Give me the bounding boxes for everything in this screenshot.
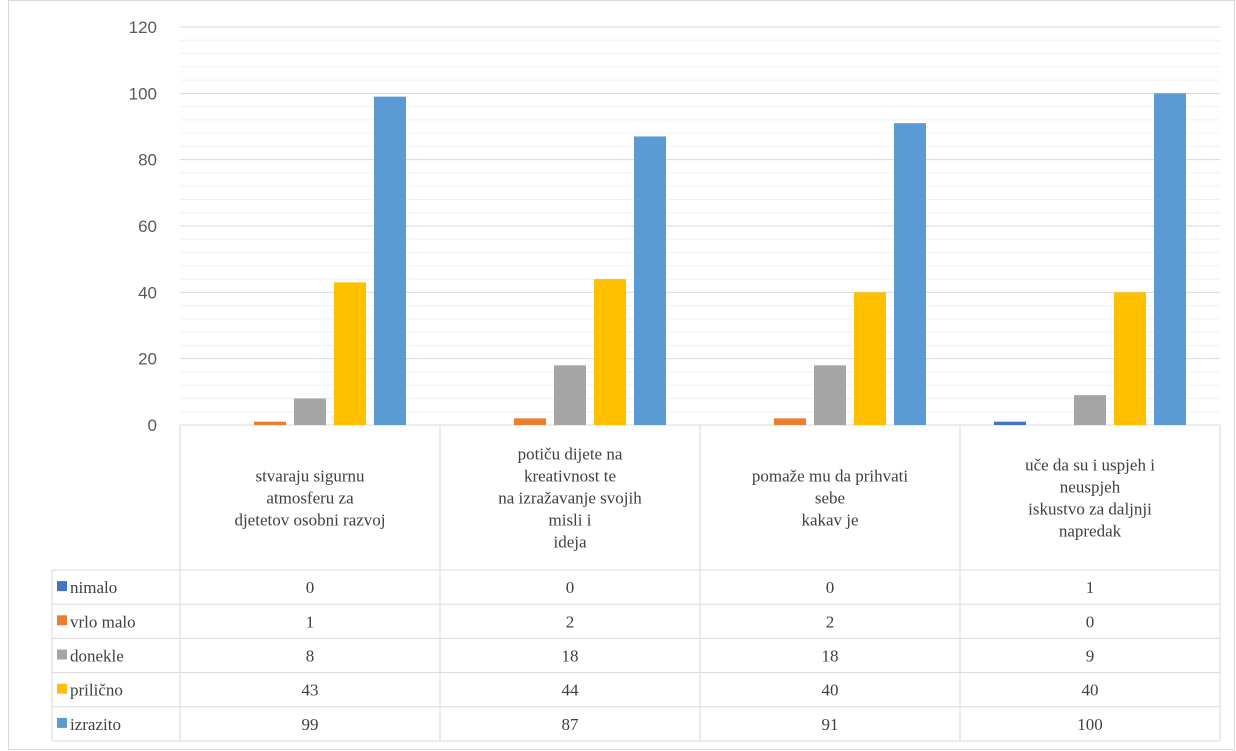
legend-key-nimalo (57, 581, 67, 592)
data-table-cell: 1 (306, 612, 315, 631)
bar-donekle-4 (1074, 395, 1106, 425)
bar-vrlo-malo-3 (774, 418, 806, 425)
data-table-cell: 0 (306, 578, 315, 597)
data-table-cell: 0 (1086, 612, 1095, 631)
bar-prilično-2 (594, 279, 626, 425)
data-table-cell: 9 (1086, 647, 1095, 666)
data-table-cell: 87 (562, 715, 580, 734)
data-table-cell: 40 (1082, 681, 1099, 700)
data-table-cell: 43 (302, 681, 319, 700)
data-table-cell: 8 (306, 647, 315, 666)
data-table-cell: 44 (562, 681, 580, 700)
data-table-cell: 18 (562, 647, 579, 666)
legend-key-donekle (57, 649, 67, 660)
bar-prilično-3 (854, 292, 886, 425)
category-label: uče da su i uspjeh i (1025, 456, 1155, 475)
legend-key-izrazito (57, 717, 67, 728)
category-label: djetetov osobni razvoj (234, 511, 385, 530)
bar-nimalo-4 (994, 421, 1026, 425)
bar-izrazito-3 (894, 123, 926, 425)
category-label: misli i (549, 511, 592, 530)
bar-vrlo-malo-1 (254, 421, 286, 425)
data-table-cell: 99 (302, 715, 319, 734)
legend-label: prilično (70, 681, 123, 700)
bar-izrazito-2 (634, 136, 666, 425)
category-label: na izražavanje svojih (498, 489, 642, 508)
legend-key-prilično (57, 683, 67, 694)
bar-prilično-1 (334, 282, 366, 425)
category-label: sebe (815, 489, 845, 508)
data-table-cell: 91 (822, 715, 839, 734)
data-table-cell: 2 (826, 612, 835, 631)
data-table-cell: 40 (822, 681, 839, 700)
category-label: kakav je (801, 511, 858, 530)
category-label: atmosferu za (266, 489, 354, 508)
y-tick-label: 40 (138, 283, 157, 302)
legend-label: donekle (70, 647, 124, 666)
data-table-cell: 0 (826, 578, 835, 597)
legend-label: izrazito (70, 715, 121, 734)
category-label: kreativnost te (524, 467, 616, 486)
data-table-cell: 0 (566, 578, 575, 597)
y-tick-label: 60 (138, 217, 157, 236)
category-label: ideja (553, 533, 586, 552)
category-label: potiču dijete na (518, 445, 623, 464)
data-table-cell: 1 (1086, 578, 1095, 597)
legend-key-vrlo-malo (57, 615, 67, 626)
category-label: napredak (1059, 522, 1122, 541)
category-label: stvaraju sigurnu (255, 467, 365, 486)
data-table-cell: 18 (822, 647, 839, 666)
legend-label: nimalo (70, 578, 117, 597)
bar-prilično-4 (1114, 292, 1146, 425)
category-label: iskustvo za daljnji (1028, 500, 1152, 519)
legend-label: vrlo malo (70, 612, 136, 631)
bar-izrazito-4 (1154, 93, 1186, 425)
bar-donekle-3 (814, 365, 846, 425)
bar-donekle-1 (294, 398, 326, 425)
category-label: neuspjeh (1060, 478, 1121, 497)
category-label: pomaže mu da prihvati (752, 467, 909, 486)
bar-izrazito-1 (374, 96, 406, 426)
y-tick-label: 100 (129, 84, 157, 103)
y-tick-label: 20 (138, 350, 157, 369)
bar-vrlo-malo-2 (514, 418, 546, 425)
y-tick-label: 80 (138, 151, 157, 170)
data-table-cell: 2 (566, 612, 575, 631)
bar-donekle-2 (554, 365, 586, 425)
y-tick-label: 0 (148, 416, 157, 435)
data-table-cell: 100 (1077, 715, 1103, 734)
y-tick-label: 120 (129, 18, 157, 37)
